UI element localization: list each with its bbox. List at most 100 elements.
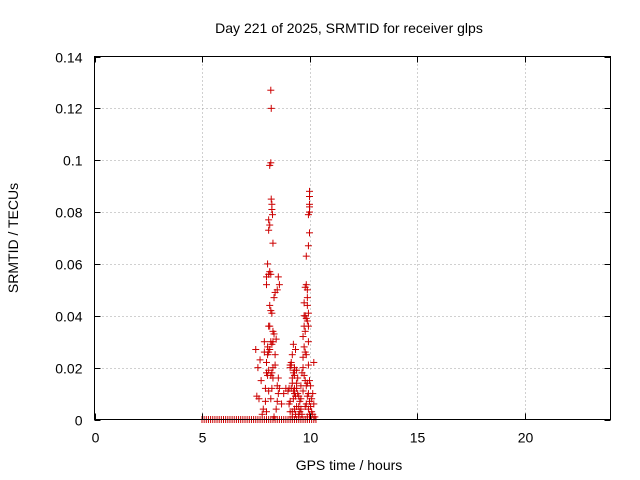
data-point (264, 260, 272, 268)
data-point (252, 345, 260, 353)
data-point (290, 366, 298, 374)
data-point (308, 395, 316, 403)
data-point (306, 377, 313, 385)
data-point (294, 374, 302, 382)
data-point (295, 410, 303, 418)
data-point (303, 286, 311, 294)
data-point (304, 211, 312, 219)
data-point (266, 322, 274, 330)
data-point (304, 242, 312, 250)
x-tick-label: 20 (518, 430, 534, 446)
data-point (258, 410, 266, 418)
y-tick-label: 0.08 (55, 205, 82, 221)
data-point (266, 345, 274, 353)
data-point (298, 369, 306, 377)
data-point (274, 273, 282, 281)
data-point (260, 338, 268, 346)
data-point (302, 351, 310, 359)
data-point (270, 330, 278, 338)
tick-layer: 0 5 10 15 20 0 0.02 0.04 0.06 0.08 0.1 0.12 0.14 (55, 50, 611, 446)
data-point (273, 382, 281, 390)
data-point (257, 377, 265, 385)
y-axis-label: SRMTID / TECUs (5, 183, 21, 293)
data-point (297, 405, 305, 413)
y-tick-label: 0.12 (55, 101, 82, 117)
data-point (302, 252, 310, 260)
data-point (269, 239, 277, 247)
data-point (304, 338, 312, 346)
data-point (285, 400, 293, 408)
data-point (255, 395, 263, 403)
data-point (275, 281, 283, 289)
data-point (301, 327, 309, 335)
data-point (309, 390, 317, 398)
data-point (300, 299, 308, 307)
data-point (287, 358, 295, 366)
data-point (263, 408, 270, 416)
data-point (271, 351, 279, 359)
x-axis-label: GPS time / hours (296, 457, 403, 473)
data-point (306, 193, 313, 201)
grid-layer (94, 56, 611, 420)
data-point (304, 361, 312, 369)
data-point (270, 294, 278, 302)
x-tick-label: 15 (410, 430, 426, 446)
data-layer (198, 86, 320, 423)
data-point (292, 345, 300, 353)
data-point (289, 340, 297, 348)
plot-frame (94, 56, 611, 420)
data-point (267, 86, 275, 94)
data-point (263, 281, 270, 289)
data-point (302, 281, 310, 289)
data-point (280, 390, 288, 398)
data-point (268, 384, 276, 392)
y-tick-label: 0.04 (55, 309, 82, 325)
data-point (254, 364, 262, 372)
data-point (266, 221, 274, 229)
data-point (267, 159, 275, 167)
data-point (299, 387, 307, 395)
y-tick-label: 0.02 (55, 361, 82, 377)
x-tick-label: 5 (199, 430, 207, 446)
y-tick-label: 0.06 (55, 257, 82, 273)
data-point (256, 356, 264, 364)
data-point (267, 104, 275, 112)
chart-title: Day 221 of 2025, SRMTID for receiver glp… (215, 20, 483, 36)
data-point (269, 211, 277, 219)
data-point (278, 400, 286, 408)
data-point (272, 405, 280, 413)
data-point (299, 364, 307, 372)
data-point (286, 408, 294, 416)
data-point (296, 397, 304, 405)
data-point (310, 358, 318, 366)
data-point (307, 382, 315, 390)
data-point (261, 397, 269, 405)
data-point (265, 216, 273, 224)
data-point (288, 379, 296, 387)
y-tick-label: 0 (75, 413, 83, 429)
data-point (265, 226, 273, 234)
data-point (265, 270, 273, 278)
data-point (306, 229, 313, 237)
data-point (295, 392, 303, 400)
data-point (303, 317, 311, 325)
data-point (274, 374, 282, 382)
data-point (268, 369, 276, 377)
data-point (299, 333, 307, 341)
data-point (310, 400, 318, 408)
data-point (268, 205, 276, 213)
y-tick-label: 0.1 (63, 153, 83, 169)
x-tick-label: 0 (92, 430, 100, 446)
data-point (268, 309, 276, 317)
data-point (303, 294, 311, 302)
data-point (263, 358, 270, 366)
data-point (272, 335, 280, 343)
data-point (273, 286, 281, 294)
data-point (306, 203, 313, 211)
data-point (293, 403, 301, 411)
data-point (288, 351, 296, 359)
data-point (271, 361, 279, 369)
data-point (267, 195, 275, 203)
